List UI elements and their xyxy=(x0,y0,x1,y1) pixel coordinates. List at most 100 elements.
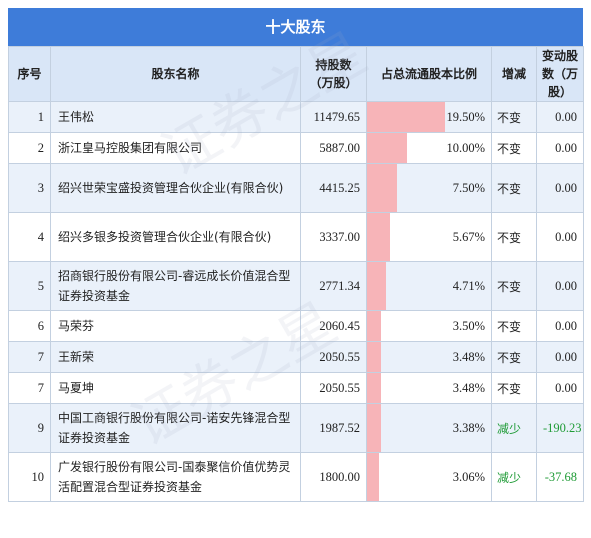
ratio-label: 4.71% xyxy=(452,278,485,293)
row-delta: 0.00 xyxy=(536,132,584,164)
row-seq: 7 xyxy=(8,372,51,404)
row-change: 不变 xyxy=(491,163,537,213)
row-shares: 4415.25 xyxy=(300,163,367,213)
row-seq: 1 xyxy=(8,101,51,133)
ratio-bar xyxy=(367,453,379,501)
table-row: 5 招商银行股份有限公司-睿远成长价值混合型证券投资基金 2771.34 4.71% 不… xyxy=(8,261,584,311)
row-shares: 2050.55 xyxy=(300,341,367,373)
ratio-label: 3.48% xyxy=(452,380,485,395)
ratio-label: 10.00% xyxy=(446,140,485,155)
row-ratio: 3.48% xyxy=(366,372,492,404)
row-seq: 4 xyxy=(8,212,51,262)
row-name: 绍兴多银多投资管理合伙企业(有限合伙) xyxy=(50,212,301,262)
header-change: 增减 xyxy=(491,46,537,102)
row-change: 减少 xyxy=(491,452,537,502)
header-delta: 变动股数（万股） xyxy=(536,46,584,102)
row-delta: -37.68 xyxy=(536,452,584,502)
row-ratio: 5.67% xyxy=(366,212,492,262)
table-row: 7 马夏坤 2050.55 3.48% 不变 0.00 xyxy=(8,372,584,404)
row-name: 王新荣 xyxy=(50,341,301,373)
table-row: 3 绍兴世荣宝盛投资管理合伙企业(有限合伙) 4415.25 7.50% 不变 0.00 xyxy=(8,163,584,213)
row-ratio: 3.06% xyxy=(366,452,492,502)
row-change: 不变 xyxy=(491,341,537,373)
row-ratio: 4.71% xyxy=(366,261,492,311)
row-name: 马荣芬 xyxy=(50,310,301,342)
row-shares: 3337.00 xyxy=(300,212,367,262)
header-delta-label: 变动股数（万股） xyxy=(541,49,578,99)
row-name: 绍兴世荣宝盛投资管理合伙企业(有限合伙) xyxy=(50,163,301,213)
row-name: 招商银行股份有限公司-睿远成长价值混合型证券投资基金 xyxy=(50,261,301,311)
ratio-bar xyxy=(367,133,407,163)
row-name: 浙江皇马控股集团有限公司 xyxy=(50,132,301,164)
table-row: 4 绍兴多银多投资管理合伙企业(有限合伙) 3337.00 5.67% 不变 0.00 xyxy=(8,212,584,262)
row-seq: 5 xyxy=(8,261,51,311)
header-shares-label: 持股数（万股） xyxy=(309,58,358,90)
ratio-bar xyxy=(367,342,381,372)
row-change: 不变 xyxy=(491,132,537,164)
row-delta: 0.00 xyxy=(536,341,584,373)
row-name: 马夏坤 xyxy=(50,372,301,404)
row-change: 不变 xyxy=(491,310,537,342)
ratio-label: 19.50% xyxy=(446,109,485,124)
row-seq: 6 xyxy=(8,310,51,342)
row-name: 广发银行股份有限公司-国泰聚信价值优势灵活配置混合型证券投资基金 xyxy=(50,452,301,502)
row-seq: 10 xyxy=(8,452,51,502)
shareholders-panel: 十大股东 序号 股东名称 持股数（万股） 占总流通股本比例 增减 变动股数（万股… xyxy=(8,8,584,502)
table-row: 10 广发银行股份有限公司-国泰聚信价值优势灵活配置混合型证券投资基金 1800.0… xyxy=(8,452,584,502)
row-seq: 9 xyxy=(8,403,51,453)
ratio-bar xyxy=(367,102,445,132)
row-name: 中国工商银行股份有限公司-诺安先锋混合型证券投资基金 xyxy=(50,403,301,453)
header-seq: 序号 xyxy=(8,46,51,102)
row-change: 减少 xyxy=(491,403,537,453)
row-name: 王伟松 xyxy=(50,101,301,133)
row-ratio: 19.50% xyxy=(366,101,492,133)
header-shares: 持股数（万股） xyxy=(300,46,367,102)
table-row: 2 浙江皇马控股集团有限公司 5887.00 10.00% 不变 0.00 xyxy=(8,132,584,164)
panel-title: 十大股东 xyxy=(8,8,583,46)
shareholders-table: 序号 股东名称 持股数（万股） 占总流通股本比例 增减 变动股数（万股） 1 王伟… xyxy=(8,46,584,502)
header-ratio: 占总流通股本比例 xyxy=(366,46,492,102)
row-ratio: 3.48% xyxy=(366,341,492,373)
row-shares: 11479.65 xyxy=(300,101,367,133)
row-delta: 0.00 xyxy=(536,372,584,404)
row-seq: 2 xyxy=(8,132,51,164)
table-row: 9 中国工商银行股份有限公司-诺安先锋混合型证券投资基金 1987.52 3.38% 减… xyxy=(8,403,584,453)
row-delta: 0.00 xyxy=(536,310,584,342)
table-row: 7 王新荣 2050.55 3.48% 不变 0.00 xyxy=(8,341,584,373)
row-ratio: 7.50% xyxy=(366,163,492,213)
row-delta: 0.00 xyxy=(536,261,584,311)
header-name: 股东名称 xyxy=(50,46,301,102)
ratio-bar xyxy=(367,262,386,310)
ratio-bar xyxy=(367,404,381,452)
row-ratio: 3.38% xyxy=(366,403,492,453)
ratio-label: 3.50% xyxy=(452,318,485,333)
row-delta: 0.00 xyxy=(536,163,584,213)
row-ratio: 10.00% xyxy=(366,132,492,164)
ratio-bar xyxy=(367,164,397,212)
table-header-row: 序号 股东名称 持股数（万股） 占总流通股本比例 增减 变动股数（万股） xyxy=(8,46,584,102)
ratio-label: 7.50% xyxy=(452,180,485,195)
ratio-label: 3.48% xyxy=(452,349,485,364)
row-delta: -190.23 xyxy=(536,403,584,453)
row-shares: 1987.52 xyxy=(300,403,367,453)
row-shares: 2771.34 xyxy=(300,261,367,311)
row-shares: 2050.55 xyxy=(300,372,367,404)
ratio-bar xyxy=(367,373,381,403)
row-delta: 0.00 xyxy=(536,101,584,133)
table-row: 1 王伟松 11479.65 19.50% 不变 0.00 xyxy=(8,101,584,133)
row-change: 不变 xyxy=(491,261,537,311)
ratio-bar xyxy=(367,213,390,261)
row-delta: 0.00 xyxy=(536,212,584,262)
row-change: 不变 xyxy=(491,372,537,404)
row-change: 不变 xyxy=(491,212,537,262)
ratio-label: 3.06% xyxy=(452,469,485,484)
table-row: 6 马荣芬 2060.45 3.50% 不变 0.00 xyxy=(8,310,584,342)
row-change: 不变 xyxy=(491,101,537,133)
row-shares: 2060.45 xyxy=(300,310,367,342)
ratio-label: 3.38% xyxy=(452,420,485,435)
ratio-label: 5.67% xyxy=(452,229,485,244)
row-shares: 1800.00 xyxy=(300,452,367,502)
row-seq: 3 xyxy=(8,163,51,213)
row-shares: 5887.00 xyxy=(300,132,367,164)
row-ratio: 3.50% xyxy=(366,310,492,342)
